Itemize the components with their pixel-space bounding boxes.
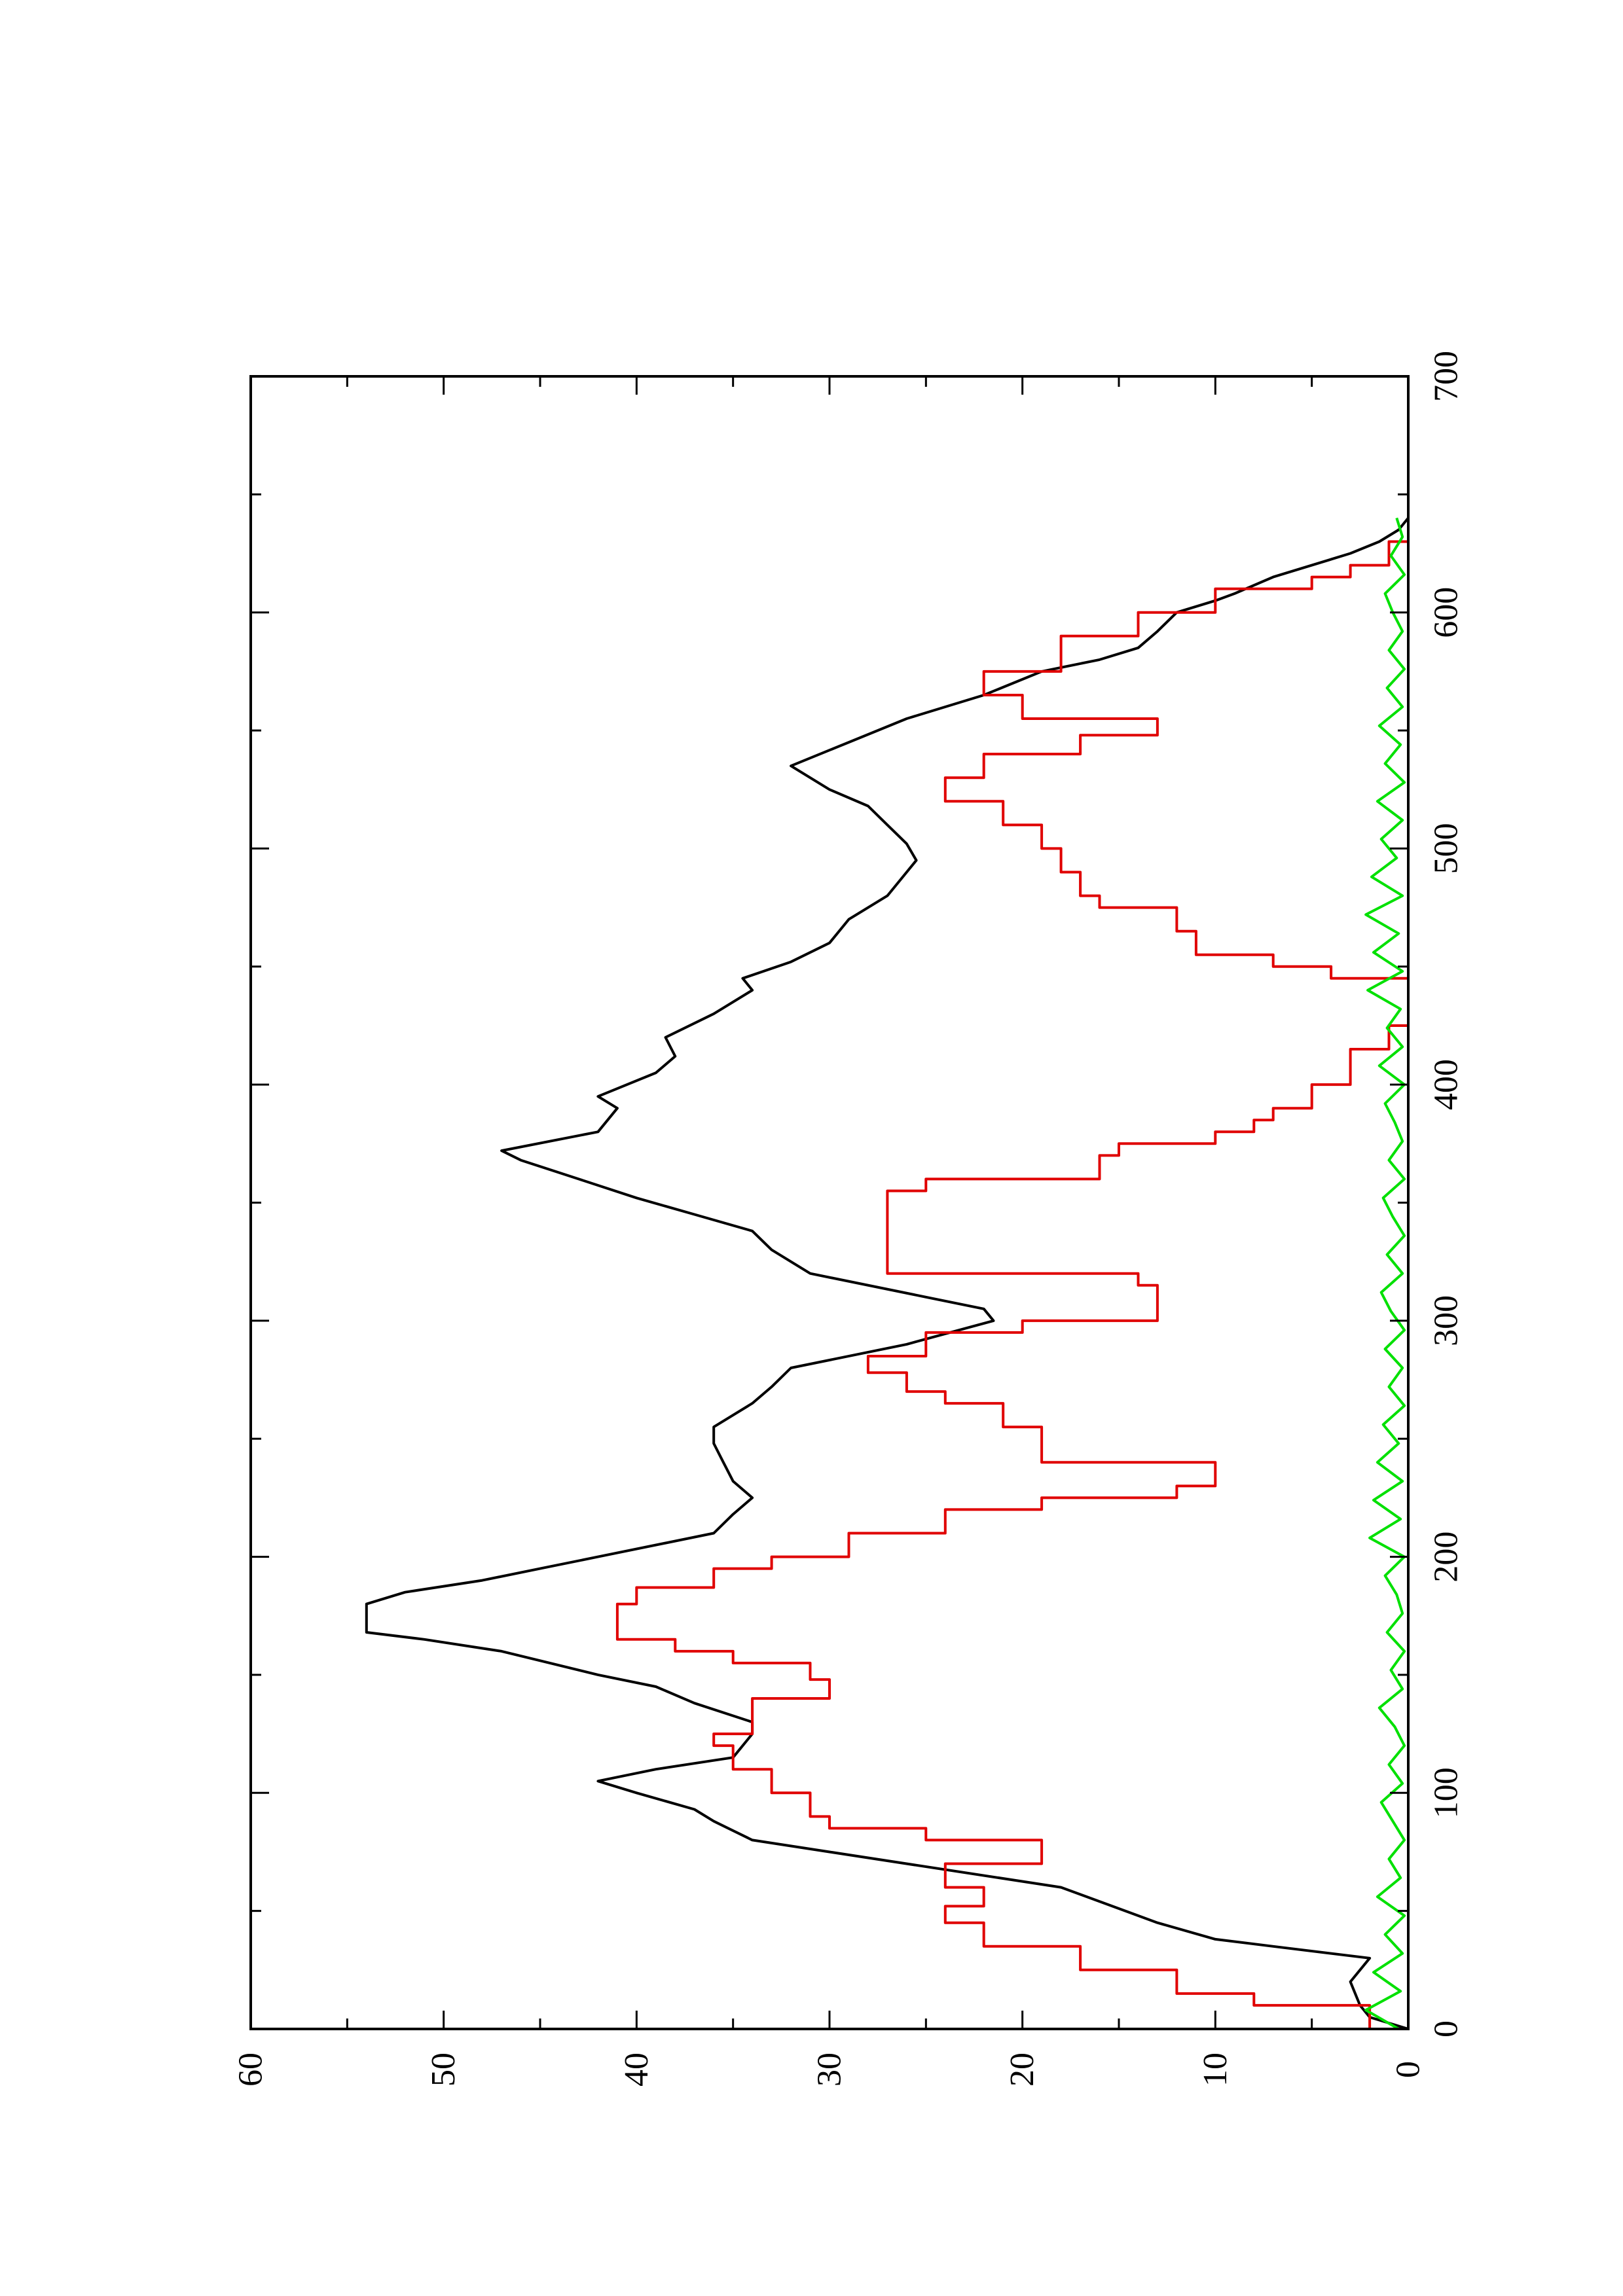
x-tick-label: 600 (1428, 587, 1465, 638)
series-line-3 (1364, 517, 1406, 2030)
y-tick-label: 50 (425, 2053, 462, 2087)
y-tick-label: 10 (1197, 2053, 1234, 2087)
axis-ticks (249, 375, 1410, 2030)
x-tick-label: 0 (1428, 2020, 1465, 2037)
x-tick-label: 400 (1428, 1059, 1465, 1110)
axis-tick-labels: 0 100 200 300 400 500 600 700 0 10 20 30 40 50 60 (232, 351, 1465, 2087)
x-tick-label: 700 (1428, 351, 1465, 402)
x-tick-label: 200 (1428, 1532, 1465, 1583)
x-tick-label: 100 (1428, 1767, 1465, 1818)
x-tick-label: 300 (1428, 1295, 1465, 1346)
series-layer (365, 517, 1410, 2030)
plot-frame (249, 375, 1410, 2030)
y-tick-label: 40 (618, 2053, 655, 2087)
y-tick-label: 0 (1390, 2061, 1427, 2078)
y-tick-label: 30 (811, 2053, 848, 2087)
x-tick-label: 500 (1428, 823, 1465, 874)
series-line-2 (615, 540, 1410, 2029)
y-tick-label: 20 (1004, 2053, 1041, 2087)
series-line-1 (365, 517, 1410, 2030)
y-tick-label: 60 (232, 2053, 270, 2087)
